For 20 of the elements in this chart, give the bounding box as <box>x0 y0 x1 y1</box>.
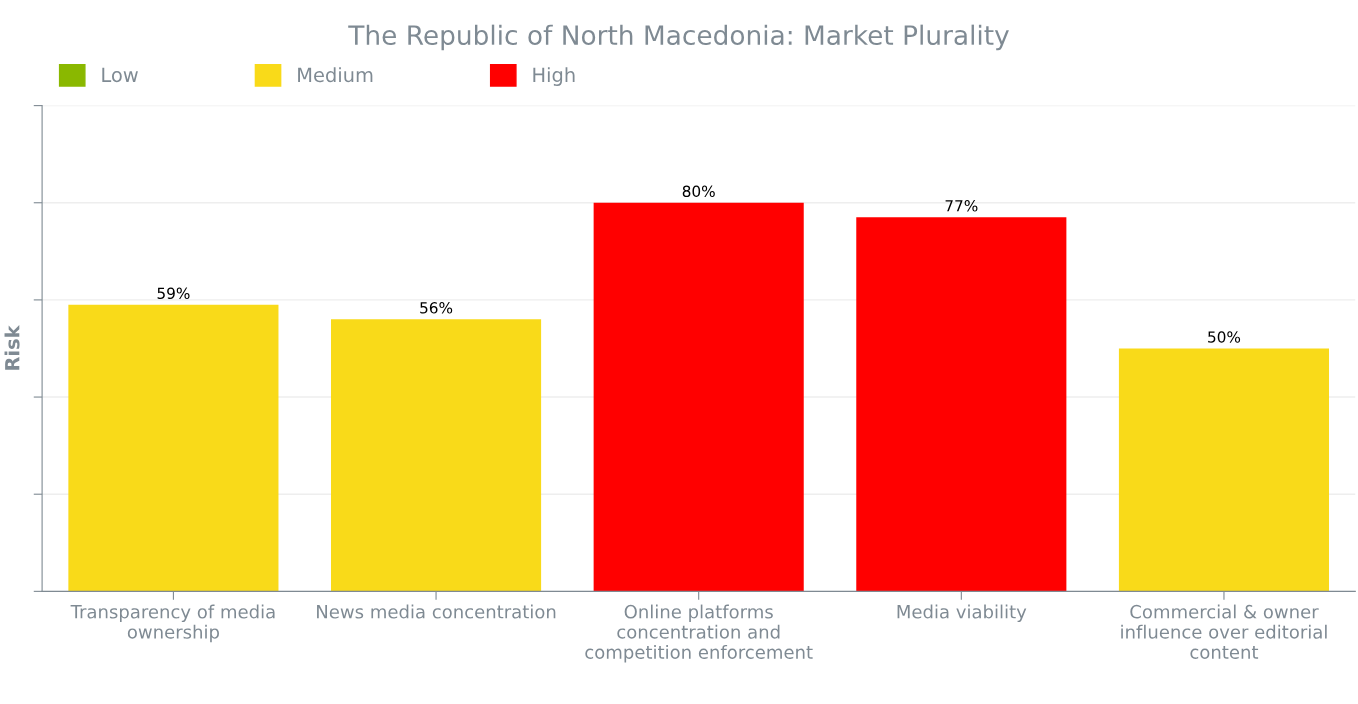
x-tick-label: News media concentration <box>317 604 556 619</box>
data-label: 59% <box>157 287 190 300</box>
bar <box>593 202 804 592</box>
x-tick-label: Commercial & owner influence over editorial content <box>1121 604 1327 659</box>
bar <box>68 304 279 592</box>
x-tick-label: Online platforms concentration and competition enforcement <box>585 604 813 663</box>
legend-label: Low <box>102 67 138 83</box>
data-label: 50% <box>1208 331 1241 343</box>
bar <box>1118 348 1330 592</box>
x-tick-label: Transparency of media ownership <box>70 604 275 643</box>
chart-title: The Republic of North Macedonia: Market Plurality <box>348 24 1009 51</box>
bar <box>331 319 542 592</box>
y-axis-title: Risk <box>4 325 20 370</box>
x-tick-label: Media viability <box>897 604 1027 623</box>
data-label: 77% <box>945 200 978 212</box>
bar <box>856 217 1067 592</box>
legend-label: High <box>533 67 575 86</box>
legend-label: Medium <box>298 67 373 83</box>
data-label: 80% <box>682 185 715 198</box>
data-label: 56% <box>420 302 453 314</box>
